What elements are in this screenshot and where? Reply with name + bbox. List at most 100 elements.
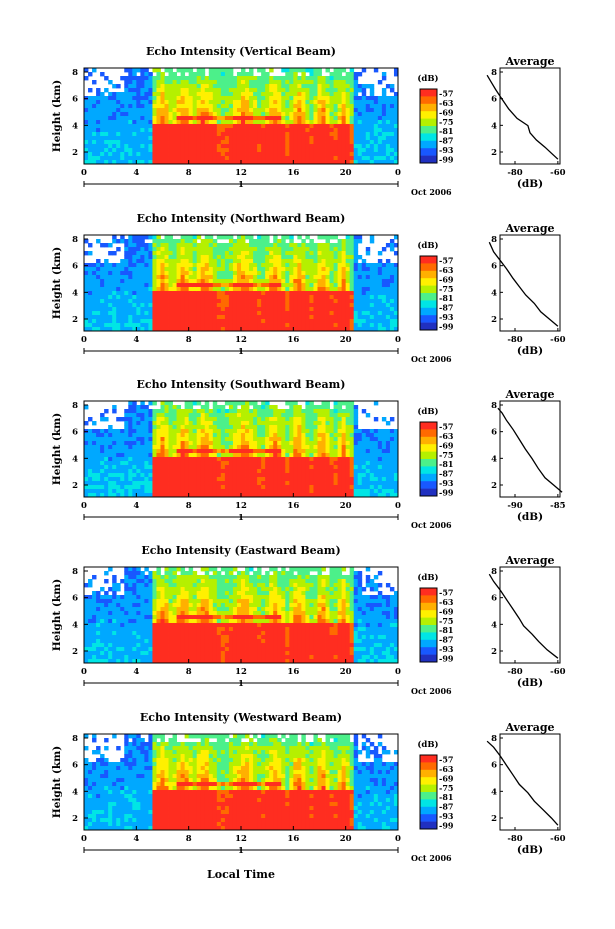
heatmap-cell — [168, 80, 173, 85]
heatmap-cell — [164, 104, 169, 109]
heatmap-cell — [204, 100, 210, 105]
heatmap-cell — [337, 136, 343, 141]
heatmap-cell — [156, 160, 161, 165]
heatmap-cell — [293, 84, 298, 89]
heatmap-cell — [325, 477, 330, 482]
heatmap-cell — [200, 315, 206, 320]
heatmap-cell — [245, 247, 250, 252]
heatmap-cell — [192, 128, 198, 133]
heatmap-cell — [253, 160, 258, 165]
heatmap-cell — [281, 128, 286, 133]
heatmap-cell — [120, 473, 125, 478]
heatmap-cell — [345, 251, 351, 256]
heatmap-cell — [385, 132, 391, 137]
heatmap-cell — [216, 319, 222, 324]
heatmap-cell — [341, 84, 347, 89]
heatmap-cell — [297, 441, 302, 446]
heatmap-cell — [361, 160, 367, 165]
heatmap-cell — [180, 148, 186, 153]
heatmap-cell — [108, 477, 113, 482]
heatmap-cell — [357, 100, 363, 105]
heatmap-cell — [100, 441, 105, 446]
heatmap-cell — [249, 485, 254, 490]
heatmap-cell — [216, 315, 222, 320]
heatmap-cell — [329, 156, 334, 161]
heatmap-cell — [156, 295, 161, 300]
average-y-tick-label: 8 — [491, 68, 497, 78]
heatmap-cell — [281, 96, 286, 101]
heatmap-cell — [297, 295, 302, 300]
heatmap-cell — [128, 445, 133, 450]
heatmap-cell — [245, 413, 250, 418]
heatmap-cell — [132, 453, 137, 458]
heatmap-cell — [381, 136, 387, 141]
heatmap-cell — [84, 116, 89, 121]
heatmap-cell — [224, 287, 230, 292]
heatmap-cell — [245, 104, 250, 109]
heatmap-cell — [172, 295, 177, 300]
heatmap-cell — [249, 311, 254, 316]
heatmap-cell — [232, 493, 238, 498]
heatmap-cell — [144, 457, 149, 462]
heatmap-cell — [144, 144, 149, 149]
heatmap-cell — [204, 465, 210, 470]
heatmap-cell — [180, 465, 186, 470]
heatmap-cell — [309, 425, 314, 430]
heatmap-cell — [385, 243, 391, 248]
heatmap-cell — [377, 80, 383, 85]
heatmap-cell — [228, 477, 234, 482]
heatmap-cell — [337, 295, 343, 300]
heatmap-cell — [277, 136, 282, 141]
heatmap-cell — [96, 461, 101, 466]
heatmap-cell — [200, 441, 206, 446]
heatmap-cell — [108, 112, 113, 117]
heatmap-cell — [297, 327, 302, 332]
heatmap-cell — [156, 251, 161, 256]
heatmap-cell — [317, 319, 322, 324]
heatmap-cell — [220, 425, 226, 430]
heatmap-cell — [184, 279, 190, 284]
heatmap-cell — [285, 156, 290, 161]
heatmap-cell — [232, 287, 238, 292]
heatmap-cell — [120, 287, 125, 292]
heatmap-cell — [333, 132, 339, 137]
heatmap-cell — [289, 441, 294, 446]
heatmap-cell — [236, 469, 242, 474]
heatmap-cell — [104, 307, 109, 312]
heatmap-cell — [269, 311, 274, 316]
heatmap-cell — [196, 453, 202, 458]
heatmap-cell — [261, 144, 266, 149]
heatmap-cell — [389, 108, 395, 113]
heatmap-cell — [136, 136, 141, 141]
heatmap-cell — [148, 136, 153, 141]
heatmap-cell — [172, 243, 177, 248]
heatmap-cell — [281, 239, 286, 244]
heatmap-cell — [92, 311, 97, 316]
heatmap-cell — [361, 124, 367, 129]
heatmap-cell — [176, 259, 182, 264]
heatmap-cell — [309, 457, 314, 462]
heatmap-cell — [289, 128, 294, 133]
heatmap-cell — [116, 445, 121, 450]
heatmap-cell — [373, 299, 379, 304]
heatmap-cell — [297, 132, 302, 137]
heatmap-cell — [281, 136, 286, 141]
heatmap-cell — [241, 437, 246, 442]
heatmap-cell — [152, 481, 157, 486]
heatmap-cell — [124, 433, 129, 438]
heatmap-cell — [241, 239, 246, 244]
heatmap-cell — [152, 437, 157, 442]
heatmap-cell — [269, 156, 274, 161]
heatmap-cell — [261, 311, 266, 316]
heatmap-cell — [180, 323, 186, 328]
heatmap-cell — [168, 255, 173, 260]
heatmap-cell — [241, 405, 246, 410]
heatmap-cell — [369, 323, 375, 328]
heatmap-cell — [393, 148, 399, 153]
heatmap-cell — [329, 429, 334, 434]
heatmap-cell — [120, 267, 125, 272]
heatmap-cell — [168, 291, 173, 296]
heatmap-cell — [164, 247, 169, 252]
heatmap-cell — [289, 295, 294, 300]
heatmap-cell — [140, 481, 145, 486]
